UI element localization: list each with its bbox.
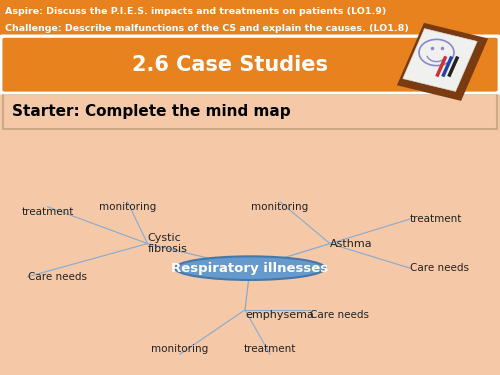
Text: monitoring: monitoring	[99, 202, 156, 212]
Text: Care needs: Care needs	[28, 272, 86, 282]
FancyBboxPatch shape	[0, 34, 500, 95]
Text: Care needs: Care needs	[410, 263, 469, 273]
Text: treatment: treatment	[244, 344, 296, 354]
Text: monitoring: monitoring	[252, 202, 308, 212]
FancyBboxPatch shape	[2, 94, 496, 129]
Text: Care needs: Care needs	[310, 310, 369, 320]
Text: Aspire: Discuss the P.I.E.S. impacts and treatments on patients (LO1.9): Aspire: Discuss the P.I.E.S. impacts and…	[5, 6, 386, 15]
Text: 2.6 Case Studies: 2.6 Case Studies	[132, 55, 328, 75]
Text: Cystic
fibrosis: Cystic fibrosis	[148, 233, 188, 254]
Text: treatment: treatment	[410, 214, 463, 224]
Text: Starter: Complete the mind map: Starter: Complete the mind map	[12, 104, 291, 119]
Text: Challenge: Describe malfunctions of the CS and explain the causes. (LO1.8): Challenge: Describe malfunctions of the …	[5, 24, 409, 33]
FancyBboxPatch shape	[397, 23, 488, 101]
Text: treatment: treatment	[22, 207, 74, 217]
Text: emphysema: emphysema	[245, 310, 314, 320]
Text: monitoring: monitoring	[152, 344, 208, 354]
Ellipse shape	[175, 256, 325, 280]
Text: Asthma: Asthma	[330, 238, 372, 249]
FancyBboxPatch shape	[1, 36, 499, 93]
FancyBboxPatch shape	[0, 0, 500, 39]
FancyBboxPatch shape	[403, 28, 477, 92]
Text: Respiratory illnesses: Respiratory illnesses	[172, 262, 328, 274]
